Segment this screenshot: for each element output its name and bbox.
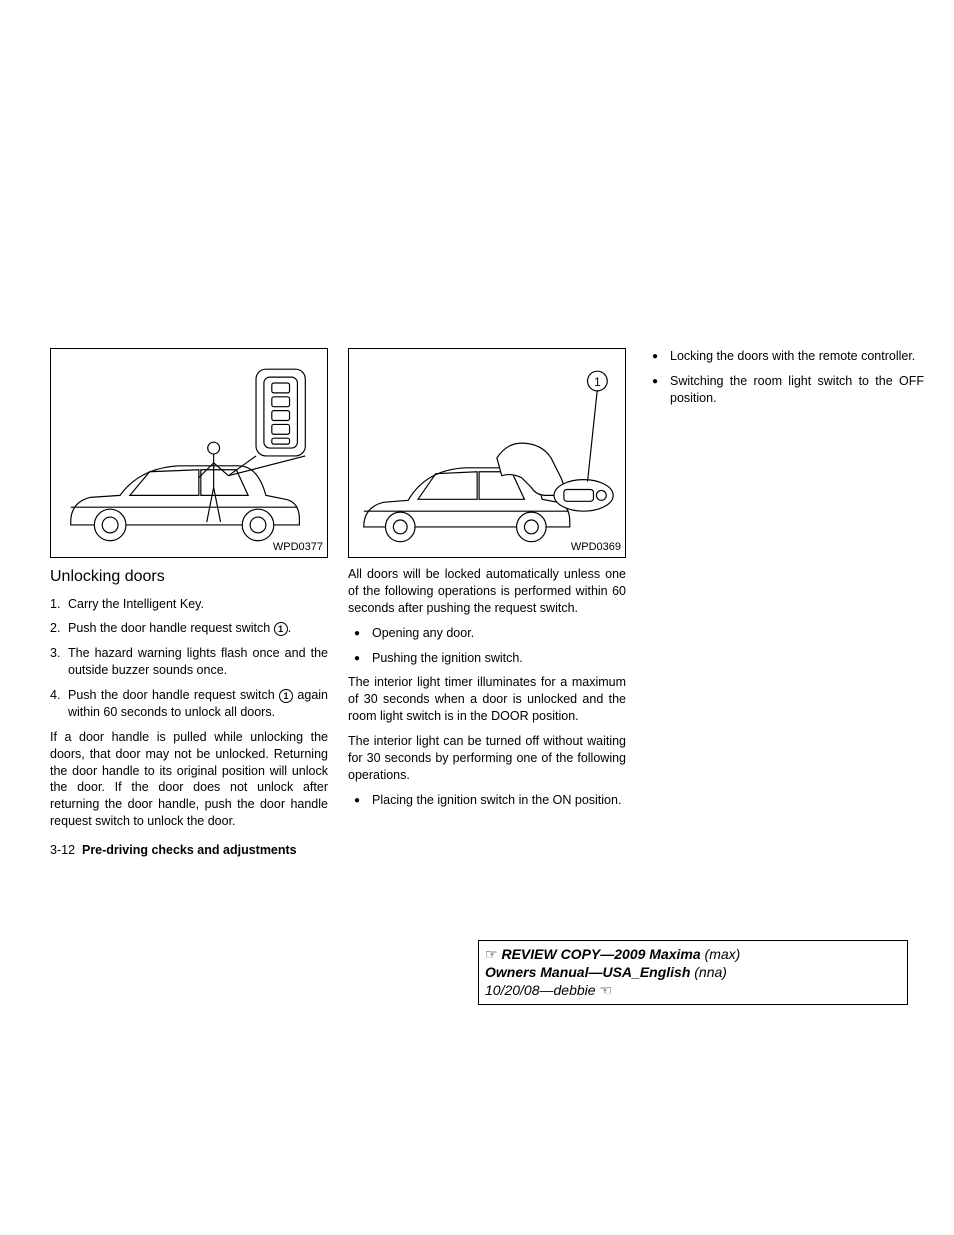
step-3: The hazard warning lights flash once and… [50, 645, 328, 679]
col1-para: If a door handle is pulled while unlocki… [50, 729, 328, 830]
step-1: Carry the Intelligent Key. [50, 596, 328, 613]
car-key-illustration [51, 349, 327, 557]
door-handle-illustration: 1 [349, 349, 625, 557]
column-3: Locking the doors with the remote contro… [646, 348, 924, 859]
circled-1-icon: 1 [279, 689, 293, 703]
figure-2-label: WPD0369 [571, 540, 621, 555]
review-copy-box: ☞ REVIEW COPY—2009 Maxima (max) Owners M… [478, 940, 908, 1005]
page-footer: 3-12 Pre-driving checks and adjustments [50, 842, 328, 859]
bullet-ignition-on: Placing the ignition switch in the ON po… [348, 792, 626, 809]
figure-1-label: WPD0377 [273, 540, 323, 555]
col2-para1: All doors will be locked automatically u… [348, 566, 626, 617]
review-line-2: Owners Manual—USA_English (nna) [485, 963, 901, 981]
step-4: Push the door handle request switch 1 ag… [50, 687, 328, 721]
col3-bullets: Locking the doors with the remote contro… [646, 348, 924, 407]
bullet-push-ignition: Pushing the ignition switch. [348, 650, 626, 667]
column-1: WPD0377 Unlocking doors Carry the Intell… [50, 348, 328, 859]
page-content: WPD0377 Unlocking doors Carry the Intell… [50, 348, 924, 859]
page-number: 3-12 [50, 843, 75, 857]
step-2: Push the door handle request switch 1. [50, 620, 328, 637]
pointer-left-icon: ☜ [599, 981, 612, 999]
col2-para2: The interior light timer illuminates for… [348, 674, 626, 725]
bullet-open-door: Opening any door. [348, 625, 626, 642]
bullet-lock-remote: Locking the doors with the remote contro… [646, 348, 924, 365]
review-line-1: ☞ REVIEW COPY—2009 Maxima (max) [485, 945, 901, 963]
pointer-right-icon: ☞ [485, 945, 498, 963]
unlock-steps: Carry the Intelligent Key. Push the door… [50, 596, 328, 721]
figure-2: 1 WPD0369 [348, 348, 626, 558]
figure-1: WPD0377 [50, 348, 328, 558]
col2-bullets2: Placing the ignition switch in the ON po… [348, 792, 626, 809]
circled-1-icon: 1 [274, 622, 288, 636]
section-title: Pre-driving checks and adjustments [82, 843, 297, 857]
callout-1: 1 [594, 375, 601, 389]
bullet-room-light-off: Switching the room light switch to the O… [646, 373, 924, 407]
column-2: 1 WPD0369 All doors will be locked autom… [348, 348, 626, 859]
review-line-3: 10/20/08—debbie ☜ [485, 981, 901, 999]
col2-para3: The interior light can be turned off wit… [348, 733, 626, 784]
col2-bullets1: Opening any door. Pushing the ignition s… [348, 625, 626, 667]
heading-unlocking: Unlocking doors [50, 566, 328, 588]
